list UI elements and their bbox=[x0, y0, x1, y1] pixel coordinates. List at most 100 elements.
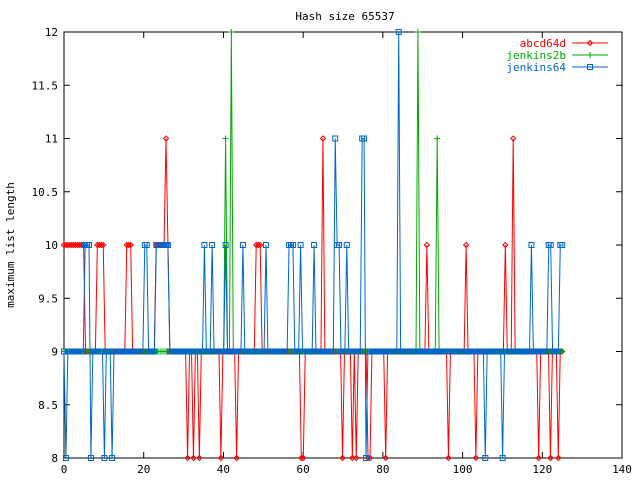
data-point-abcd64d bbox=[254, 241, 262, 249]
data-point-jenkins64 bbox=[497, 348, 504, 355]
data-point-jenkins64 bbox=[151, 348, 158, 355]
data-point-jenkins64 bbox=[547, 242, 554, 248]
data-point-abcd64d bbox=[555, 454, 562, 462]
legend-marker-abcd64d bbox=[586, 39, 594, 47]
series-layer bbox=[60, 29, 566, 462]
y-tick-label: 9.5 bbox=[38, 292, 58, 305]
data-point-jenkins64 bbox=[336, 242, 343, 248]
legend-marker-jenkins2b bbox=[587, 52, 593, 58]
legend-label-jenkins64: jenkins64 bbox=[506, 61, 566, 74]
x-tick-label: 20 bbox=[137, 463, 150, 476]
data-point-jenkins64 bbox=[209, 242, 216, 248]
data-point-jenkins2b bbox=[434, 135, 441, 142]
axis-ticks: 0 20 40 60 80 100 120 140 8 8.5 9 9.5 10 10.5 11 11.5 12 bbox=[32, 26, 632, 476]
data-point-jenkins64 bbox=[341, 348, 348, 355]
data-point-abcd64d bbox=[78, 241, 85, 249]
data-point-jenkins64 bbox=[289, 242, 296, 248]
y-tick-label: 10 bbox=[45, 239, 58, 252]
data-point-abcd64d bbox=[184, 454, 191, 462]
data-point-jenkins64 bbox=[361, 135, 368, 142]
data-point-jenkins64 bbox=[284, 348, 291, 355]
data-point-abcd64d bbox=[98, 241, 105, 249]
y-tick-label: 8.5 bbox=[38, 399, 58, 412]
data-point-abcd64d bbox=[423, 241, 431, 249]
data-point-jenkins64 bbox=[101, 455, 108, 461]
data-point-jenkins64 bbox=[330, 348, 337, 355]
data-point-jenkins64 bbox=[199, 348, 206, 355]
data-point-jenkins64 bbox=[99, 348, 106, 355]
data-point-abcd64d bbox=[509, 135, 517, 142]
legend-label-jenkins2b: jenkins2b bbox=[506, 49, 566, 62]
data-point-jenkins64 bbox=[220, 348, 227, 355]
legend-marker-jenkins64 bbox=[587, 64, 593, 70]
data-point-jenkins2b bbox=[222, 135, 229, 142]
data-point-abcd64d bbox=[127, 241, 134, 249]
data-point-jenkins64 bbox=[109, 455, 116, 461]
data-point-jenkins64 bbox=[343, 242, 350, 248]
data-point-jenkins64 bbox=[86, 242, 93, 248]
data-point-jenkins64 bbox=[526, 348, 533, 355]
x-tick-label: 40 bbox=[217, 463, 230, 476]
data-point-jenkins64 bbox=[139, 348, 146, 355]
x-tick-label: 140 bbox=[612, 463, 632, 476]
data-point-jenkins64 bbox=[363, 455, 370, 461]
data-point-jenkins64 bbox=[164, 242, 171, 248]
data-point-abcd64d bbox=[353, 454, 360, 462]
data-point-jenkins64 bbox=[261, 348, 268, 355]
data-point-jenkins64 bbox=[295, 348, 302, 355]
data-point-jenkins64 bbox=[332, 135, 339, 142]
data-point-abcd64d bbox=[256, 241, 264, 249]
data-point-abcd64d bbox=[217, 454, 225, 462]
data-point-jenkins64 bbox=[559, 242, 566, 248]
y-tick-label: 11.5 bbox=[32, 79, 59, 92]
data-point-jenkins64 bbox=[87, 455, 94, 461]
data-point-abcd64d bbox=[100, 241, 107, 249]
x-tick-label: 80 bbox=[376, 463, 389, 476]
data-point-abcd64d bbox=[382, 454, 389, 462]
y-tick-label: 9 bbox=[51, 346, 58, 359]
y-tick-label: 11 bbox=[45, 133, 58, 146]
data-point-jenkins2b bbox=[414, 29, 421, 35]
data-point-jenkins64 bbox=[309, 348, 316, 355]
data-point-jenkins64 bbox=[393, 348, 400, 355]
series-jenkins64 bbox=[61, 29, 566, 461]
data-point-abcd64d bbox=[190, 454, 197, 462]
y-axis-label: maximum list length bbox=[4, 182, 17, 308]
y-tick-label: 8 bbox=[51, 452, 58, 465]
y-tick-label: 10.5 bbox=[32, 186, 59, 199]
data-point-abcd64d bbox=[233, 454, 240, 462]
data-point-abcd64d bbox=[462, 241, 470, 249]
data-point-abcd64d bbox=[502, 241, 509, 249]
data-point-jenkins64 bbox=[482, 455, 489, 461]
data-point-abcd64d bbox=[300, 454, 307, 462]
x-tick-label: 120 bbox=[532, 463, 552, 476]
data-point-jenkins64 bbox=[222, 242, 229, 248]
data-point-jenkins64 bbox=[62, 455, 69, 461]
x-tick-label: 60 bbox=[297, 463, 310, 476]
data-point-jenkins64 bbox=[262, 242, 269, 248]
data-point-abcd64d bbox=[339, 454, 346, 462]
data-point-jenkins2b bbox=[559, 348, 566, 355]
data-point-jenkins64 bbox=[201, 242, 208, 248]
data-point-jenkins64 bbox=[528, 242, 535, 248]
data-point-jenkins64 bbox=[61, 348, 67, 355]
data-point-abcd64d bbox=[319, 135, 327, 142]
chart-title: Hash size 65537 bbox=[295, 10, 394, 23]
data-point-jenkins64 bbox=[543, 348, 550, 355]
legend-label-abcd64d: abcd64d bbox=[520, 37, 566, 50]
data-point-abcd64d bbox=[472, 454, 480, 462]
data-point-jenkins64 bbox=[80, 348, 87, 355]
data-point-jenkins64 bbox=[143, 242, 150, 248]
data-point-abcd64d bbox=[125, 241, 132, 249]
data-point-jenkins64 bbox=[107, 348, 114, 355]
data-point-abcd64d bbox=[298, 454, 305, 462]
x-tick-label: 100 bbox=[453, 463, 473, 476]
y-tick-label: 12 bbox=[45, 26, 58, 39]
data-point-jenkins2b bbox=[228, 29, 235, 35]
data-point-abcd64d bbox=[196, 454, 203, 462]
x-tick-label: 0 bbox=[61, 463, 68, 476]
data-point-abcd64d bbox=[547, 454, 554, 462]
